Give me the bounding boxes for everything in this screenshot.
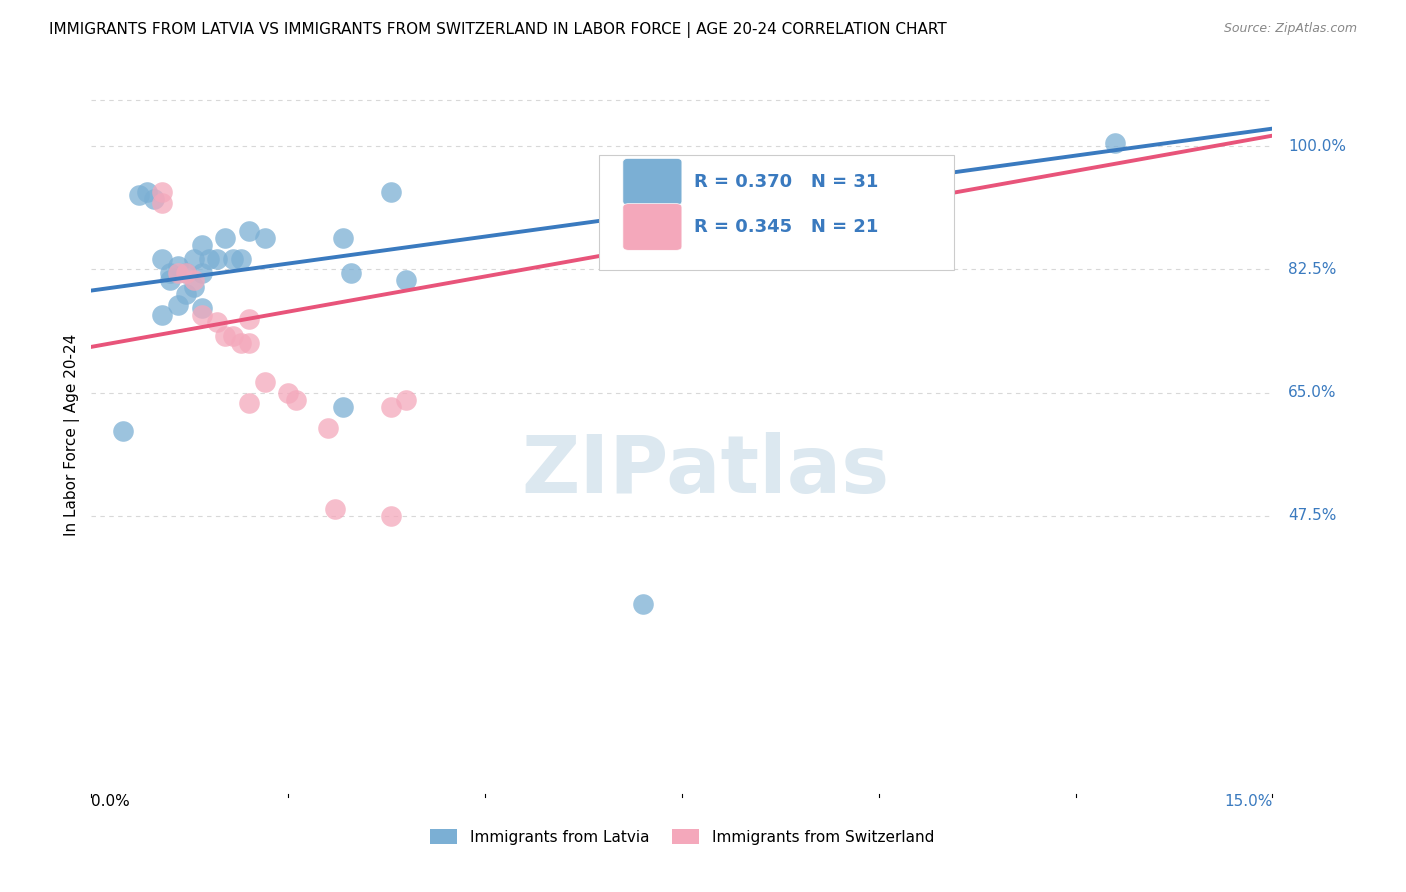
Point <box>111 425 134 439</box>
Point <box>198 252 221 266</box>
Point <box>395 273 418 287</box>
Point <box>190 237 212 252</box>
Point <box>150 185 173 199</box>
Point <box>238 396 260 410</box>
Point <box>167 266 190 280</box>
Point <box>285 392 308 407</box>
Text: 100.0%: 100.0% <box>1288 139 1346 153</box>
Point <box>174 266 197 280</box>
Point <box>190 266 212 280</box>
Point <box>128 188 150 202</box>
Point <box>143 192 166 206</box>
Point <box>190 301 212 315</box>
Point <box>229 252 252 266</box>
Point <box>207 315 229 329</box>
Point <box>159 266 181 280</box>
Text: 15.0%: 15.0% <box>1225 794 1272 809</box>
Text: R = 0.370   N = 31: R = 0.370 N = 31 <box>693 173 879 191</box>
FancyBboxPatch shape <box>599 155 953 269</box>
Point <box>222 252 245 266</box>
Point <box>174 266 197 280</box>
Text: 0.0%: 0.0% <box>91 794 131 809</box>
Point <box>631 597 654 611</box>
Point <box>183 280 205 294</box>
Point <box>325 501 347 516</box>
Point <box>380 508 402 523</box>
Point <box>238 336 260 351</box>
Point <box>190 308 212 322</box>
Text: 82.5%: 82.5% <box>1288 262 1337 277</box>
Point <box>135 185 157 199</box>
Point <box>222 329 245 343</box>
Point <box>167 259 190 273</box>
Point <box>395 392 418 407</box>
Text: IMMIGRANTS FROM LATVIA VS IMMIGRANTS FROM SWITZERLAND IN LABOR FORCE | AGE 20-24: IMMIGRANTS FROM LATVIA VS IMMIGRANTS FRO… <box>49 22 948 38</box>
Point <box>380 185 402 199</box>
FancyBboxPatch shape <box>623 159 682 205</box>
Point <box>277 385 299 400</box>
Point <box>167 297 190 311</box>
Point <box>174 287 197 301</box>
Text: Source: ZipAtlas.com: Source: ZipAtlas.com <box>1223 22 1357 36</box>
Point <box>229 336 252 351</box>
Point <box>380 400 402 414</box>
Point <box>238 311 260 326</box>
Point <box>150 308 173 322</box>
Point <box>150 252 173 266</box>
Point <box>332 400 354 414</box>
Point <box>207 252 229 266</box>
Point <box>214 329 236 343</box>
Y-axis label: In Labor Force | Age 20-24: In Labor Force | Age 20-24 <box>65 334 80 536</box>
Point <box>253 231 276 245</box>
FancyBboxPatch shape <box>623 203 682 251</box>
Point <box>332 231 354 245</box>
Point <box>238 224 260 238</box>
Text: 65.0%: 65.0% <box>1288 385 1337 401</box>
Text: ZIPatlas: ZIPatlas <box>522 432 890 509</box>
Point <box>253 375 276 389</box>
Point <box>340 266 363 280</box>
Legend: Immigrants from Latvia, Immigrants from Switzerland: Immigrants from Latvia, Immigrants from … <box>423 822 941 851</box>
Point <box>183 273 205 287</box>
Point <box>150 195 173 210</box>
Point <box>214 231 236 245</box>
Point <box>159 273 181 287</box>
Text: R = 0.345   N = 21: R = 0.345 N = 21 <box>693 218 879 236</box>
Point <box>1104 136 1126 150</box>
Point <box>316 421 339 435</box>
Text: 47.5%: 47.5% <box>1288 508 1337 524</box>
Point <box>183 252 205 266</box>
